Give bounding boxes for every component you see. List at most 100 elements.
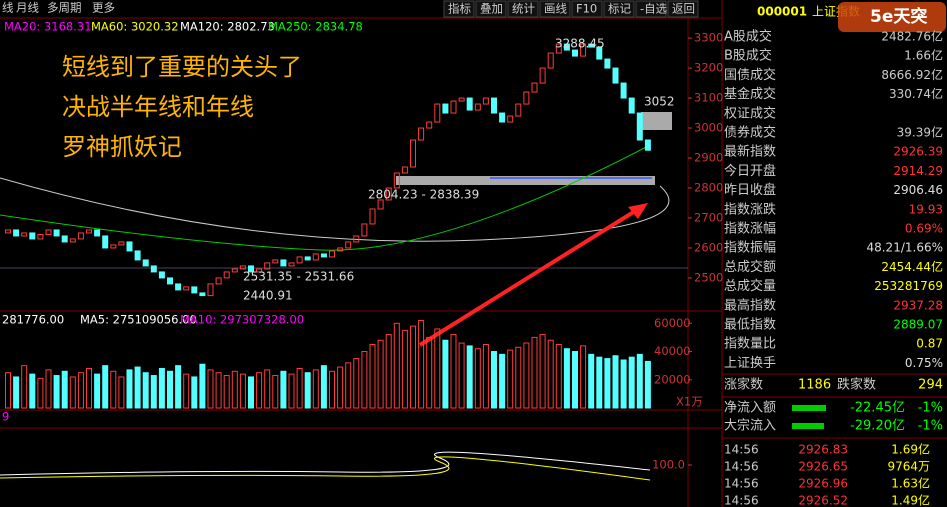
flow-value: -29.20亿 bbox=[850, 419, 905, 434]
volume-bar bbox=[620, 359, 627, 409]
candle-up bbox=[434, 103, 441, 123]
candle-down bbox=[499, 112, 506, 123]
toolbar-item[interactable]: 画线 bbox=[544, 2, 567, 16]
candle-down bbox=[644, 139, 651, 151]
toolbar-button[interactable] bbox=[635, 0, 667, 18]
quote-value: 8666.92亿 bbox=[881, 67, 943, 82]
candle-up bbox=[183, 286, 190, 291]
candle-down bbox=[612, 67, 619, 84]
macd-line bbox=[0, 456, 651, 481]
quote-value: 2454.44亿 bbox=[881, 259, 943, 274]
price-label: 2440.91 bbox=[243, 289, 293, 303]
quote-label: 最低指数 bbox=[724, 318, 776, 333]
volume-bar bbox=[5, 372, 11, 409]
toolbar-button[interactable] bbox=[603, 0, 635, 18]
candle-down bbox=[248, 265, 254, 273]
candle-down bbox=[320, 253, 327, 258]
y-tick-label: 2800 bbox=[694, 180, 723, 194]
trade-price: 2926.96 bbox=[798, 477, 848, 491]
volume-bar bbox=[312, 369, 319, 409]
volume-bar bbox=[523, 342, 530, 409]
toolbar-button[interactable] bbox=[507, 0, 539, 18]
volume-bar bbox=[175, 365, 182, 409]
flow-value: -22.45亿 bbox=[850, 401, 905, 416]
candle-down bbox=[636, 112, 643, 141]
candle-up bbox=[474, 103, 481, 111]
toolbar-item[interactable]: 指标 bbox=[448, 2, 471, 16]
flow-pct: -1% bbox=[918, 419, 943, 434]
candle-up bbox=[361, 223, 368, 237]
quote-value: 2926.39 bbox=[893, 145, 943, 159]
annotation: 罗神抓妖记 bbox=[62, 133, 182, 161]
volume-bar bbox=[183, 373, 190, 409]
volume-bar bbox=[636, 353, 643, 409]
toolbar-button[interactable] bbox=[443, 0, 475, 18]
toolbar-item[interactable]: 统计 bbox=[512, 2, 535, 16]
annotation: 决战半年线和年线 bbox=[62, 93, 254, 121]
quote-value: 48.21/1.66% bbox=[866, 241, 943, 255]
volume-bar bbox=[134, 366, 141, 409]
candle-up bbox=[215, 277, 222, 285]
volume-bar bbox=[377, 339, 384, 409]
volume-bar bbox=[604, 358, 611, 409]
candle-up bbox=[118, 241, 125, 246]
trade-time: 14:56 bbox=[724, 477, 759, 491]
candle-down bbox=[304, 256, 311, 261]
toolbar-item[interactable]: F10 bbox=[576, 2, 597, 16]
toolbar-item[interactable]: 叠加 bbox=[480, 2, 503, 16]
volume-bar bbox=[458, 342, 465, 409]
toolbar-item[interactable]: 多周期 bbox=[47, 1, 82, 15]
toolbar-item[interactable]: 月线 bbox=[16, 1, 39, 15]
candle-down bbox=[491, 97, 497, 114]
ma-legend: MA250: 2834.78 bbox=[268, 20, 363, 34]
candle-down bbox=[175, 283, 182, 291]
quote-label: B股成交 bbox=[724, 48, 772, 64]
toolbar-item[interactable]: 更多 bbox=[92, 1, 115, 15]
volume-bar bbox=[580, 345, 587, 409]
toolbar-button[interactable] bbox=[667, 0, 699, 18]
candle-down bbox=[620, 82, 627, 99]
candle-down bbox=[94, 229, 101, 237]
candle-down bbox=[29, 232, 36, 240]
y-tick-label: 2900 bbox=[694, 151, 723, 165]
candle-down bbox=[134, 250, 141, 261]
volume-bar bbox=[329, 370, 335, 409]
toolbar-button[interactable] bbox=[539, 0, 571, 18]
toolbar-button[interactable] bbox=[571, 0, 603, 18]
toolbar-item[interactable]: 标记 bbox=[608, 2, 631, 16]
candle-up bbox=[231, 268, 238, 273]
resistance-band bbox=[641, 112, 672, 130]
volume-bar bbox=[37, 377, 44, 409]
logo: 5e天突 bbox=[870, 6, 927, 27]
candle-up bbox=[288, 262, 295, 267]
y-tick-label: 40000 bbox=[654, 344, 691, 358]
candle-down bbox=[191, 286, 198, 294]
volume-bar bbox=[434, 328, 441, 409]
y-tick-label: 3200 bbox=[694, 61, 723, 75]
quote-value: 0.75% bbox=[905, 356, 943, 370]
candle-up bbox=[345, 241, 352, 249]
logo-box bbox=[838, 2, 946, 32]
volume-bar bbox=[555, 343, 562, 409]
flow-label: 大宗流入 bbox=[724, 418, 776, 434]
breadth: 1186 bbox=[798, 378, 831, 393]
toolbar-item[interactable]: -自选 bbox=[640, 2, 668, 16]
price-label: 2804.23 - 2838.39 bbox=[368, 188, 479, 202]
volume-bar bbox=[280, 370, 287, 409]
candle-up bbox=[77, 232, 84, 240]
toolbar-item[interactable]: 线 bbox=[2, 1, 14, 15]
candle-down bbox=[442, 103, 449, 114]
volume-bar bbox=[612, 355, 619, 409]
volume-bar bbox=[499, 353, 506, 409]
breadth: 294 bbox=[918, 378, 943, 393]
candle-down bbox=[596, 46, 603, 60]
toolbar-item[interactable]: 返回 bbox=[672, 2, 695, 16]
y-tick-label: 60000 bbox=[654, 316, 691, 330]
volume-bar bbox=[207, 369, 214, 409]
volume-bar bbox=[191, 376, 198, 409]
toolbar-button[interactable] bbox=[475, 0, 507, 18]
quote-label: 总成交量 bbox=[724, 278, 776, 294]
macd-line bbox=[0, 451, 651, 476]
